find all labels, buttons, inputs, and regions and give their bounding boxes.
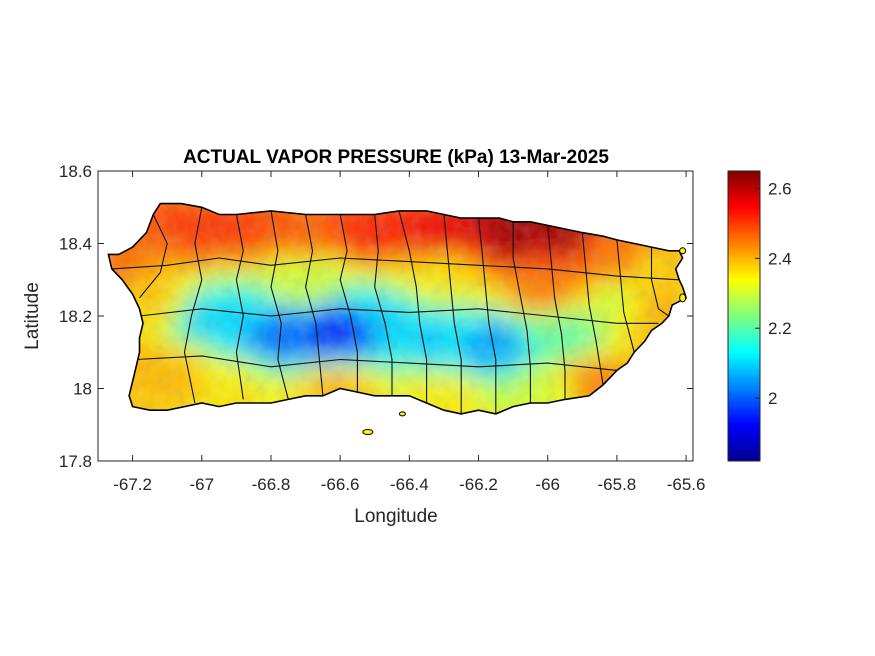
y-tick-label: 17.8 [59, 452, 92, 471]
municipality-boundary [339, 214, 358, 393]
x-tick-label: -65.6 [667, 475, 706, 494]
x-tick-label: -65.8 [598, 475, 637, 494]
municipality-boundary [305, 214, 324, 396]
y-tick-label: 18.2 [59, 307, 92, 326]
x-tick-label: -66.2 [459, 475, 498, 494]
municipality-boundaries [111, 207, 680, 414]
offshore-islands [362, 247, 687, 435]
colorbar-tick-label: 2.4 [768, 249, 792, 268]
islet [679, 293, 687, 303]
y-axis: 17.8 18 18.2 18.4 18.6 [59, 162, 693, 471]
colorbar-tick-label: 2.6 [768, 179, 792, 198]
municipality-boundary [139, 308, 659, 324]
x-tick-label: -67 [189, 475, 214, 494]
municipality-boundary [477, 218, 497, 414]
municipality-boundary [650, 247, 670, 317]
x-tick-label: -67.2 [113, 475, 152, 494]
municipality-boundary [374, 214, 393, 396]
x-tick-label: -66.6 [321, 475, 360, 494]
x-tick-label: -66.8 [252, 475, 291, 494]
municipality-boundary [111, 257, 680, 281]
colorbar-tick-label: 2 [768, 389, 777, 408]
vapor-pressure-field [107, 202, 688, 435]
municipality-boundary [581, 232, 604, 385]
municipality-boundary [616, 239, 635, 353]
municipality-boundary [139, 214, 168, 299]
municipality-boundary [183, 207, 203, 404]
y-axis-label: Latitude [22, 282, 43, 350]
y-tick-label: 18.6 [59, 162, 92, 181]
municipality-boundary [547, 225, 566, 400]
municipality-boundary [136, 355, 617, 371]
municipality-boundary [443, 214, 462, 414]
island-outline [107, 202, 688, 415]
islet [362, 429, 374, 435]
x-axis: -67.2 -67 -66.8 -66.6 -66.4 -66.2 -66 -65.8 -65.… [113, 171, 705, 494]
y-tick-label: 18.4 [59, 235, 92, 254]
islet [679, 247, 687, 255]
y-tick-label: 18 [73, 380, 92, 399]
colorbar-gradient [727, 170, 761, 462]
chart-title: ACTUAL VAPOR PRESSURE (kPa) 13-Mar-2025 [183, 147, 609, 168]
islet [398, 411, 406, 417]
colorbar-tick-label: 2.2 [768, 319, 792, 338]
x-tick-label: -66.4 [390, 475, 429, 494]
x-tick-label: -66 [535, 475, 560, 494]
municipality-boundary [235, 214, 244, 400]
municipality-boundary [398, 210, 428, 403]
colorbar-ticks: 2 2.2 2.4 2.6 [755, 179, 792, 408]
municipality-boundary [512, 221, 531, 403]
x-axis-label: Longitude [354, 506, 437, 527]
colorbar: 2 2.2 2.4 2.6 [727, 170, 792, 462]
